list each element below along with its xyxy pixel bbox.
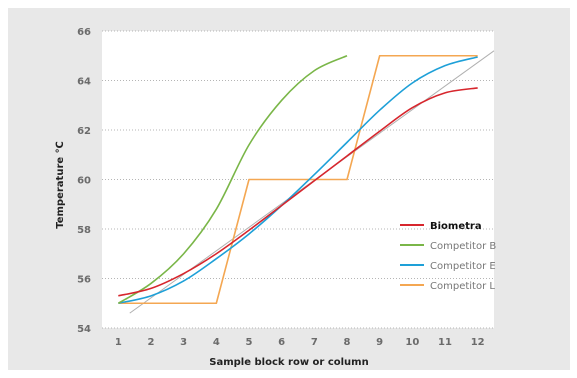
y-tick-label: 60 (77, 176, 91, 187)
y-tick-label: 64 (77, 77, 91, 88)
y-tick-label: 62 (77, 126, 91, 137)
legend-label: Competitor L (430, 281, 495, 292)
x-tick-label: 5 (246, 337, 253, 348)
series-line-competitor-l (118, 54, 478, 305)
legend-label: Competitor E (430, 261, 496, 272)
x-tick-label: 4 (213, 337, 220, 348)
x-tick-label: 8 (344, 337, 351, 348)
x-tick-label: 7 (311, 337, 318, 348)
legend-label: Competitor B (430, 241, 496, 252)
y-tick-label: 66 (77, 27, 91, 38)
x-tick-label: 12 (471, 337, 485, 348)
y-axis-title: Temperature ℃ (55, 141, 66, 229)
x-tick-label: 10 (405, 337, 419, 348)
x-tick-label: 3 (180, 337, 187, 348)
y-tick-label: 54 (77, 324, 91, 335)
legend-label: Biometra (430, 221, 482, 232)
x-tick-label: 9 (376, 337, 383, 348)
x-axis-title: Sample block row or column (209, 357, 368, 368)
x-tick-label: 11 (438, 337, 452, 348)
x-tick-label: 2 (148, 337, 155, 348)
y-tick-label: 56 (77, 275, 91, 286)
x-tick-label: 6 (278, 337, 285, 348)
series-line-competitor-e (118, 56, 478, 305)
y-tick-label: 58 (77, 225, 91, 236)
x-tick-label: 1 (115, 337, 122, 348)
series-line-biometra (118, 87, 478, 297)
series-line-competitor-b (117, 55, 348, 304)
